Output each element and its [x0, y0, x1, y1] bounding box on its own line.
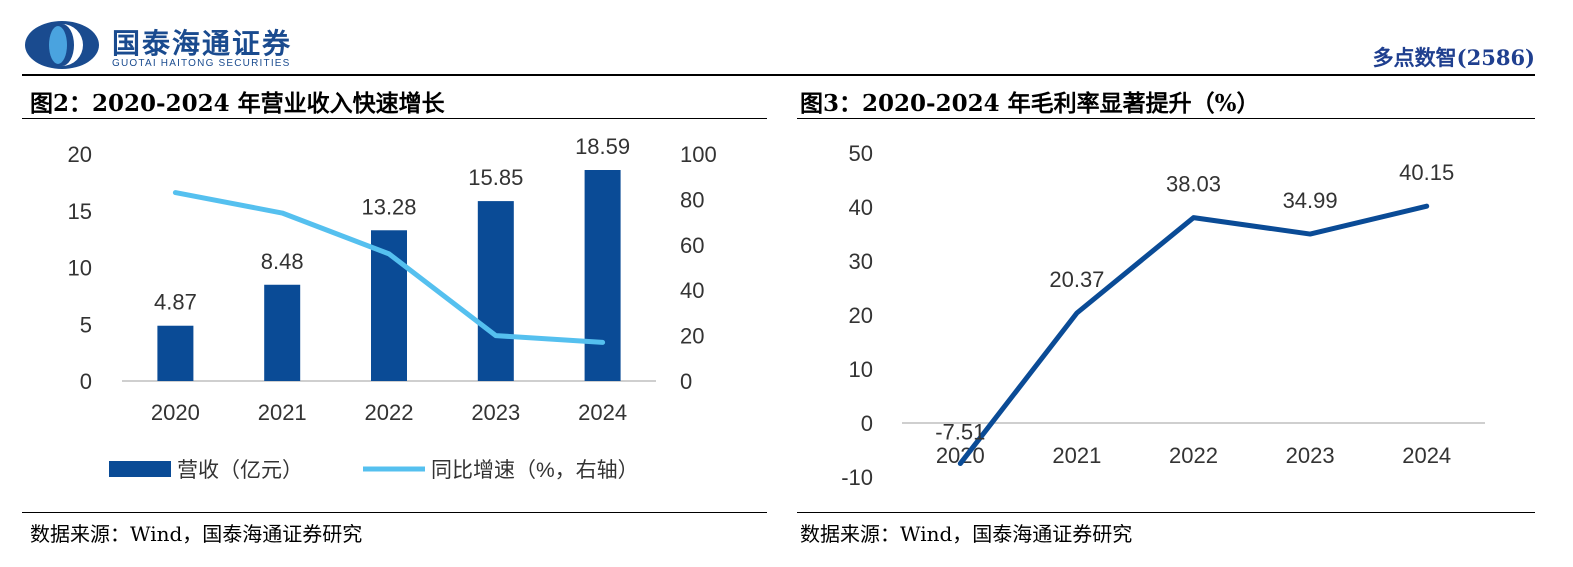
y2-axis-tick-label: 0 [680, 369, 692, 394]
growth-rate-line [172, 190, 606, 345]
figure-3-bottom-rule [797, 512, 1535, 513]
y2-axis-tick-label: 20 [680, 324, 704, 349]
y-axis-tick-label: 30 [849, 249, 873, 274]
x-axis-tick-label: 2021 [258, 400, 307, 425]
y-axis-tick-label: 0 [861, 411, 873, 436]
figure-2-source: 数据来源：Wind，国泰海通证券研究 [30, 522, 363, 546]
x-axis-tick-label: 2022 [365, 400, 414, 425]
revenue-bar [584, 170, 621, 381]
gross-margin-line [957, 203, 1430, 467]
legend-revenue-swatch [109, 461, 171, 477]
revenue-bar [157, 325, 194, 381]
brand-emblem-icon [25, 21, 99, 69]
figure-2-bottom-rule [22, 512, 767, 513]
figure-2-title: 图2：2020-2024 年营业收入快速增长 [30, 90, 445, 117]
figure-2-title-rule [22, 118, 767, 119]
line-data-label: 20.37 [1049, 267, 1104, 292]
revenue-bar [264, 284, 301, 381]
y2-axis-tick-label: 80 [680, 187, 704, 212]
x-axis-tick-label: 2024 [1402, 443, 1451, 468]
line-data-label: -7.51 [935, 420, 985, 445]
x-axis-tick-label: 2023 [471, 400, 520, 425]
legend-revenue-label: 营收（亿元） [177, 459, 303, 482]
y2-axis-tick-label: 40 [680, 278, 704, 303]
revenue-chart: 0 5 10 15 20 0 20 40 60 80 100 4.87 8.48 13.28 15.85 18… [68, 134, 717, 482]
x-axis-tick-label: 2024 [578, 400, 627, 425]
bar-data-label: 15.85 [468, 165, 523, 190]
y-axis-tick-label: 15 [68, 199, 92, 224]
y-axis-tick-label: 5 [80, 312, 92, 337]
bar-data-label: 8.48 [261, 249, 304, 274]
line-data-label: 40.15 [1399, 160, 1454, 185]
report-tag: 多点数智(2586) [1372, 45, 1535, 70]
y-axis-tick-label: 20 [68, 142, 92, 167]
revenue-bar [477, 201, 514, 381]
x-axis-tick-label: 2020 [151, 400, 200, 425]
figure-3-title-rule [797, 118, 1535, 119]
bar-data-label: 13.28 [361, 194, 416, 219]
y-axis-tick-label: 20 [849, 303, 873, 328]
y-axis-tick-label: 10 [849, 357, 873, 382]
line-data-label: 34.99 [1283, 188, 1338, 213]
bar-data-label: 18.59 [575, 134, 630, 159]
y-axis-tick-label: -10 [841, 465, 873, 490]
brand-logo: 国泰海通证券 GUOTAI HAITONG SECURITIES [22, 18, 382, 72]
y-axis-tick-label: 10 [68, 256, 92, 281]
figure-3-title: 图3：2020-2024 年毛利率显著提升（%） [800, 90, 1260, 117]
header-divider [22, 74, 1535, 76]
y-axis-tick-label: 0 [80, 369, 92, 394]
line-data-label: 38.03 [1166, 172, 1221, 197]
y-axis-tick-label: 50 [849, 141, 873, 166]
x-axis-tick-label: 2021 [1052, 443, 1101, 468]
bar-data-label: 4.87 [154, 290, 197, 315]
brand-name-en: GUOTAI HAITONG SECURITIES [112, 58, 291, 69]
y2-axis-tick-label: 60 [680, 233, 704, 258]
brand-name-cn: 国泰海通证券 [112, 27, 293, 60]
x-axis-tick-label: 2022 [1169, 443, 1218, 468]
figure-3-source: 数据来源：Wind，国泰海通证券研究 [800, 522, 1133, 546]
legend-growth-label: 同比增速（%，右轴） [431, 459, 639, 482]
x-axis-tick-label: 2023 [1286, 443, 1335, 468]
y-axis-tick-label: 40 [849, 195, 873, 220]
y2-axis-tick-label: 100 [680, 142, 717, 167]
